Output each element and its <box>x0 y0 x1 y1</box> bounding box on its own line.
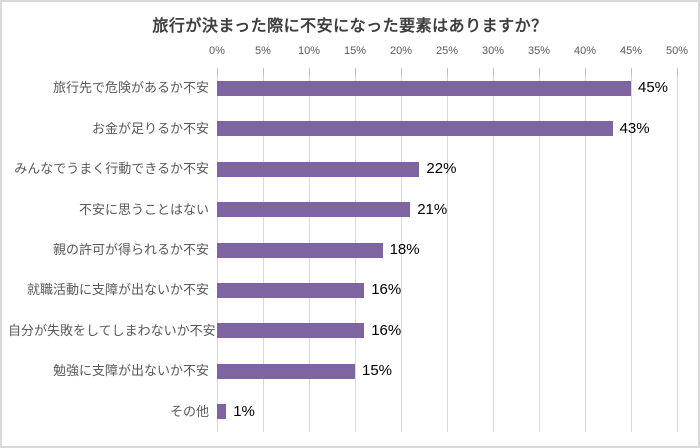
x-axis-tick-label: 15% <box>343 45 367 57</box>
category-label: 旅行先で危険があるか不安 <box>52 80 209 96</box>
x-axis-tick-label: 35% <box>527 45 551 57</box>
gridline <box>493 76 494 432</box>
bar <box>217 242 383 258</box>
x-axis-tick-label: 25% <box>435 45 459 57</box>
value-label: 18% <box>389 241 420 258</box>
bar <box>217 282 365 298</box>
category-label: お金が足りるか不安 <box>91 120 209 136</box>
bar <box>217 323 365 339</box>
x-axis-tick-label: 10% <box>297 45 321 57</box>
x-axis-tick-label: 40% <box>573 45 597 57</box>
gridline <box>585 76 586 432</box>
x-axis-tick-mark <box>263 68 264 76</box>
bar <box>217 202 411 218</box>
gridline <box>401 76 402 432</box>
x-axis-tick-label: 5% <box>255 45 271 57</box>
category-label: 勉強に支障が出ないか不安 <box>52 363 209 379</box>
value-label: 15% <box>362 362 393 380</box>
gridline <box>677 76 678 432</box>
bar <box>217 121 613 137</box>
value-label: 16% <box>371 281 402 299</box>
x-axis-tick-mark <box>355 68 356 76</box>
category-label: みんなでうまく行動できるか不安 <box>14 161 209 177</box>
x-axis-tick-label: 0% <box>209 45 225 57</box>
x-axis-tick-mark <box>309 68 310 76</box>
chart-title: 旅行が決まった際に不安になった要素はありますか？ <box>152 18 548 35</box>
x-axis-tick-mark <box>447 68 448 76</box>
x-axis-tick-mark <box>631 68 632 76</box>
bar <box>217 80 631 96</box>
category-label: 就職活動に支障が出ないか不安 <box>26 282 209 298</box>
x-axis-tick-label: 45% <box>619 45 643 57</box>
value-label: 22% <box>426 160 457 178</box>
category-label: 不安に思うことはない <box>78 201 209 217</box>
gridline <box>447 76 448 432</box>
x-axis-tick-mark <box>539 68 540 76</box>
value-label: 43% <box>619 119 650 137</box>
value-label: 16% <box>371 321 402 339</box>
value-label: 1% <box>233 402 255 420</box>
category-label: その他 <box>169 403 209 419</box>
bar <box>217 404 227 420</box>
x-axis-tick-mark <box>677 68 678 76</box>
value-label: 21% <box>417 200 448 218</box>
x-axis-tick-label: 30% <box>481 45 505 57</box>
x-axis-tick-mark <box>585 68 586 76</box>
x-axis-tick-label: 20% <box>389 45 413 57</box>
category-label: 親の許可が得られるか不安 <box>52 242 209 257</box>
x-axis-tick-mark <box>217 68 218 76</box>
value-label: 45% <box>638 79 669 97</box>
gridline <box>539 76 540 432</box>
x-axis-tick-label: 50% <box>665 45 689 57</box>
bar <box>217 363 355 379</box>
x-axis-tick-mark <box>493 68 494 76</box>
x-axis-tick-mark <box>401 68 402 76</box>
gridline <box>631 76 632 432</box>
category-label: 自分が失敗をしてしまわないか不安 <box>8 322 216 338</box>
bar <box>217 161 420 177</box>
